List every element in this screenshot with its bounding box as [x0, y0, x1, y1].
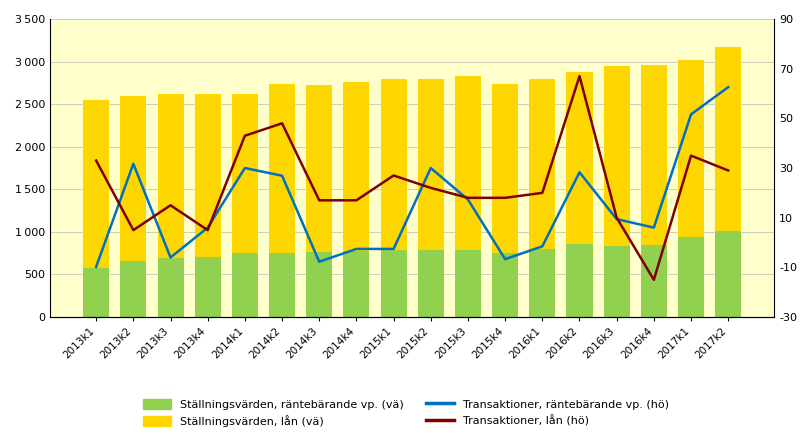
Bar [454, 250, 480, 317]
Bar [566, 72, 592, 244]
Bar [268, 253, 294, 317]
Bar [343, 251, 369, 317]
Bar [566, 244, 592, 317]
Bar [491, 84, 517, 253]
Bar [417, 250, 444, 317]
Bar [714, 231, 740, 317]
Legend: Ställningsvärden, räntebärande vp. (vä), Ställningsvärden, lån (vä), Transaktion: Ställningsvärden, räntebärande vp. (vä),… [139, 394, 672, 431]
Bar [380, 80, 406, 250]
Bar [232, 253, 258, 317]
Bar [157, 94, 183, 258]
Bar [603, 246, 629, 317]
Bar [120, 97, 146, 261]
Bar [83, 268, 109, 317]
Bar [640, 65, 666, 245]
Bar [157, 258, 183, 317]
Bar [343, 82, 369, 251]
Bar [491, 253, 517, 317]
Bar [529, 249, 555, 317]
Bar [529, 80, 555, 249]
Bar [380, 250, 406, 317]
Bar [603, 66, 629, 246]
Bar [417, 79, 444, 250]
Bar [640, 245, 666, 317]
Bar [232, 94, 258, 253]
Bar [714, 47, 740, 231]
Bar [268, 84, 294, 253]
Bar [454, 76, 480, 250]
Bar [83, 100, 109, 268]
Bar [306, 85, 332, 252]
Bar [120, 261, 146, 317]
Bar [195, 94, 221, 257]
Bar [195, 257, 221, 317]
Bar [677, 60, 703, 237]
Bar [677, 237, 703, 317]
Bar [306, 252, 332, 317]
